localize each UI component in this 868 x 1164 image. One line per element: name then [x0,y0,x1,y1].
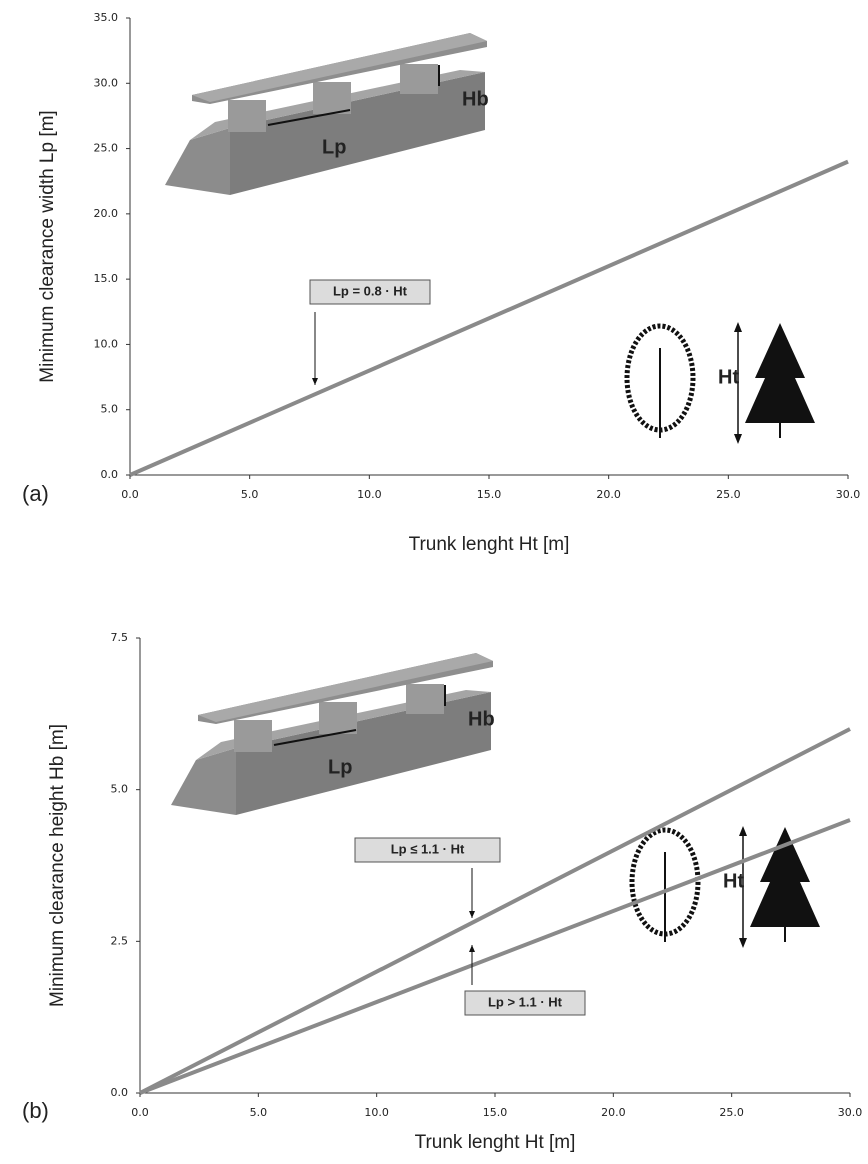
y-tick-label: 7.5 [111,631,129,644]
data-line [139,818,851,1095]
x-tick-label: 30.0 [836,488,861,501]
x-axis-title: Trunk lenght Ht [m] [409,534,570,555]
arrow-head [312,378,318,385]
x-tick-label: 25.0 [719,1106,744,1119]
illustration-label: Lp [328,756,352,778]
x-tick-label: 5.0 [250,1106,268,1119]
x-tick-label: 0.0 [121,488,139,501]
x-axis-title: Trunk lenght Ht [m] [415,1132,576,1153]
illustration-label: Hb [468,708,495,730]
annotation: Lp = 0.8 · Ht [333,283,408,298]
y-tick-label: 15.0 [94,272,119,285]
illustration-label: Ht [718,366,739,388]
y-tick-label: 2.5 [111,934,129,947]
annotation: Lp > 1.1 · Ht [488,994,563,1009]
x-tick-label: 15.0 [477,488,502,501]
x-tick-label: 20.0 [601,1106,626,1119]
data-line [129,159,849,477]
bridge-illustration [170,652,494,816]
x-tick-label: 5.0 [241,488,259,501]
illustration-label: Hb [462,88,489,110]
y-tick-label: 0.0 [111,1086,129,1099]
x-tick-label: 25.0 [716,488,741,501]
y-axis-title: Minimum clearance height Hb [m] [47,724,68,1007]
data-line [139,727,851,1095]
arrow-head [469,911,475,918]
bridge-illustration [164,32,488,196]
illustration-label: Lp [322,136,346,158]
panel-label: (b) [22,1098,49,1123]
x-tick-label: 15.0 [483,1106,508,1119]
x-tick-label: 10.0 [357,488,382,501]
y-tick-label: 10.0 [94,337,119,350]
annotation: Lp ≤ 1.1 · Ht [391,841,465,856]
y-tick-label: 30.0 [94,76,119,89]
y-tick-label: 25.0 [94,142,119,155]
arrow-head [469,945,475,952]
y-tick-label: 20.0 [94,207,119,220]
y-tick-label: 5.0 [101,403,119,416]
y-tick-label: 5.0 [111,783,129,796]
x-tick-label: 20.0 [596,488,621,501]
y-tick-label: 35.0 [94,11,119,24]
x-tick-label: 0.0 [131,1106,149,1119]
annotation-box [309,279,431,305]
y-tick-label: 0.0 [101,468,119,481]
panel-label: (a) [22,481,49,506]
y-axis-title: Minimum clearance width Lp [m] [37,110,58,382]
illustration-label: Ht [723,870,744,892]
annotation-box [354,837,501,863]
x-tick-label: 30.0 [838,1106,863,1119]
x-tick-label: 10.0 [364,1106,389,1119]
annotation-box [464,990,586,1016]
